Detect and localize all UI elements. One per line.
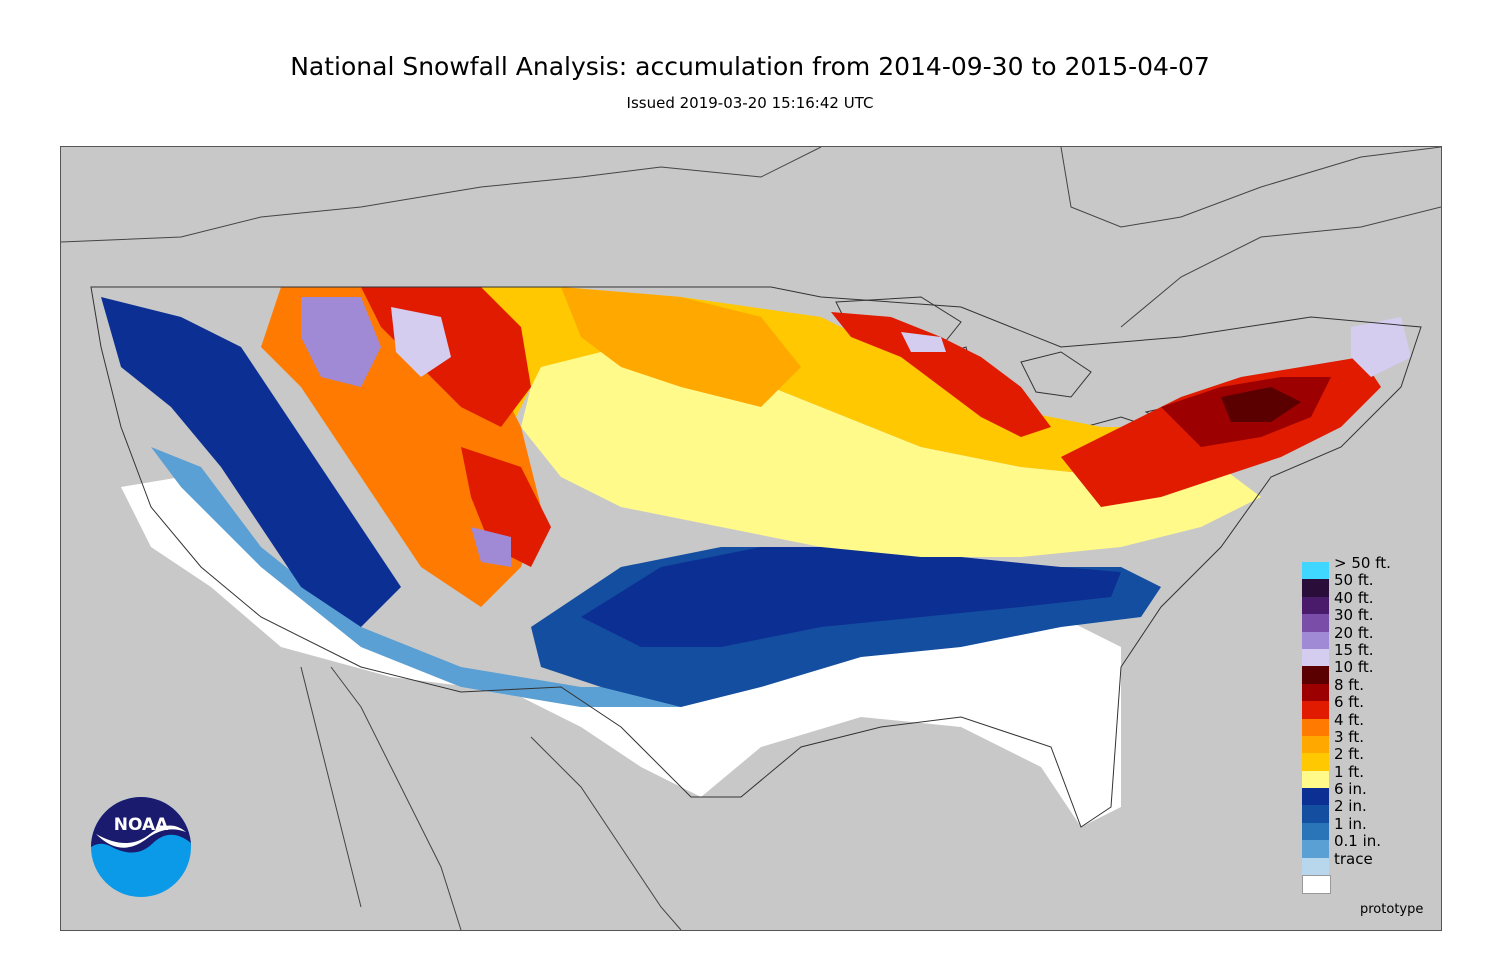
legend-label: 50 ft. bbox=[1334, 571, 1374, 590]
us-outline bbox=[90, 286, 1422, 828]
legend-item: 2 ft. bbox=[1302, 746, 1422, 771]
snowfall-region bbox=[581, 547, 1121, 647]
legend-item: trace bbox=[1302, 850, 1422, 876]
noaa-logo: NOAA bbox=[90, 796, 192, 898]
snowfall-region bbox=[391, 307, 451, 377]
snowfall-region bbox=[901, 332, 946, 352]
noaa-logo-icon: NOAA bbox=[91, 797, 191, 897]
legend-item: 1 ft. bbox=[1302, 763, 1422, 789]
legend-swatch bbox=[1302, 614, 1329, 632]
legend-item: 6 in. bbox=[1302, 781, 1422, 806]
noaa-logo-text: NOAA bbox=[114, 815, 169, 835]
legend-label: 15 ft. bbox=[1334, 640, 1374, 659]
legend-swatch bbox=[1302, 753, 1329, 771]
snowfall-map[interactable] bbox=[60, 146, 1442, 931]
prototype-label: prototype bbox=[1360, 902, 1424, 917]
legend-swatch bbox=[1302, 562, 1329, 580]
legend-item: > 50 ft. bbox=[1302, 555, 1422, 580]
snowfall-region bbox=[121, 477, 1121, 827]
legend-swatch bbox=[1302, 875, 1331, 895]
issued-timestamp: Issued 2019-03-20 15:16:42 UTC bbox=[626, 94, 874, 112]
legend-item: 50 ft. bbox=[1302, 572, 1422, 597]
legend-label: 0.1 in. bbox=[1334, 832, 1382, 851]
legend-swatch bbox=[1302, 805, 1329, 823]
legend-label: 20 ft. bbox=[1334, 623, 1374, 642]
legend-swatch bbox=[1302, 683, 1329, 702]
snowfall-region bbox=[831, 312, 1051, 437]
legend-swatch bbox=[1302, 718, 1329, 736]
legend: > 50 ft. 50 ft. 40 ft. 30 ft. 20 ft. 15 ft. 10… bbox=[1302, 555, 1422, 895]
legend-swatch bbox=[1302, 666, 1329, 684]
snowfall-region bbox=[101, 297, 401, 627]
legend-label: 10 ft. bbox=[1334, 658, 1374, 677]
legend-label: 8 ft. bbox=[1334, 675, 1364, 694]
legend-swatch bbox=[1302, 857, 1329, 876]
legend-swatch bbox=[1302, 701, 1329, 719]
legend-item bbox=[1302, 875, 1422, 895]
legend-label: 6 in. bbox=[1334, 780, 1367, 799]
legend-label: 3 ft. bbox=[1334, 727, 1364, 746]
legend-swatch bbox=[1302, 596, 1329, 615]
legend-label: 30 ft. bbox=[1334, 606, 1374, 625]
snowfall-shading bbox=[90, 286, 1422, 828]
legend-label: 2 in. bbox=[1334, 797, 1367, 816]
legend-item: 1 in. bbox=[1302, 815, 1422, 841]
legend-swatch bbox=[1302, 579, 1329, 597]
country-borders bbox=[61, 147, 1441, 930]
legend-item: 10 ft. bbox=[1302, 659, 1422, 684]
snowfall-region bbox=[1221, 387, 1301, 422]
legend-item: 30 ft. bbox=[1302, 607, 1422, 632]
legend-item: 4 ft. bbox=[1302, 711, 1422, 736]
page-title: National Snowfall Analysis: accumulation… bbox=[290, 52, 1210, 81]
legend-label: 4 ft. bbox=[1334, 710, 1364, 729]
legend-swatch bbox=[1302, 648, 1329, 667]
legend-label: 6 ft. bbox=[1334, 693, 1364, 712]
snowfall-region bbox=[461, 447, 551, 567]
legend-item: 40 ft. bbox=[1302, 589, 1422, 615]
legend-label: 1 ft. bbox=[1334, 762, 1364, 781]
legend-label: 40 ft. bbox=[1334, 588, 1374, 607]
legend-label: > 50 ft. bbox=[1334, 554, 1391, 572]
legend-swatch bbox=[1302, 631, 1329, 649]
legend-label: 1 in. bbox=[1334, 814, 1367, 833]
snowfall-region bbox=[561, 287, 801, 407]
snowfall-region bbox=[1351, 317, 1411, 377]
snowfall-region bbox=[471, 527, 511, 567]
legend-item: 15 ft. bbox=[1302, 641, 1422, 667]
legend-swatch bbox=[1302, 735, 1329, 754]
legend-swatch bbox=[1302, 788, 1329, 806]
legend-item: 3 ft. bbox=[1302, 728, 1422, 754]
legend-swatch bbox=[1302, 770, 1329, 789]
snowfall-region bbox=[301, 297, 381, 387]
legend-swatch bbox=[1302, 840, 1329, 858]
legend-label: 2 ft. bbox=[1334, 745, 1364, 764]
legend-label: trace bbox=[1334, 849, 1373, 868]
legend-item: 20 ft. bbox=[1302, 624, 1422, 649]
legend-item: 0.1 in. bbox=[1302, 833, 1422, 858]
legend-item: 8 ft. bbox=[1302, 676, 1422, 702]
legend-item: 6 ft. bbox=[1302, 694, 1422, 719]
legend-swatch bbox=[1302, 822, 1329, 841]
legend-item: 2 in. bbox=[1302, 798, 1422, 823]
